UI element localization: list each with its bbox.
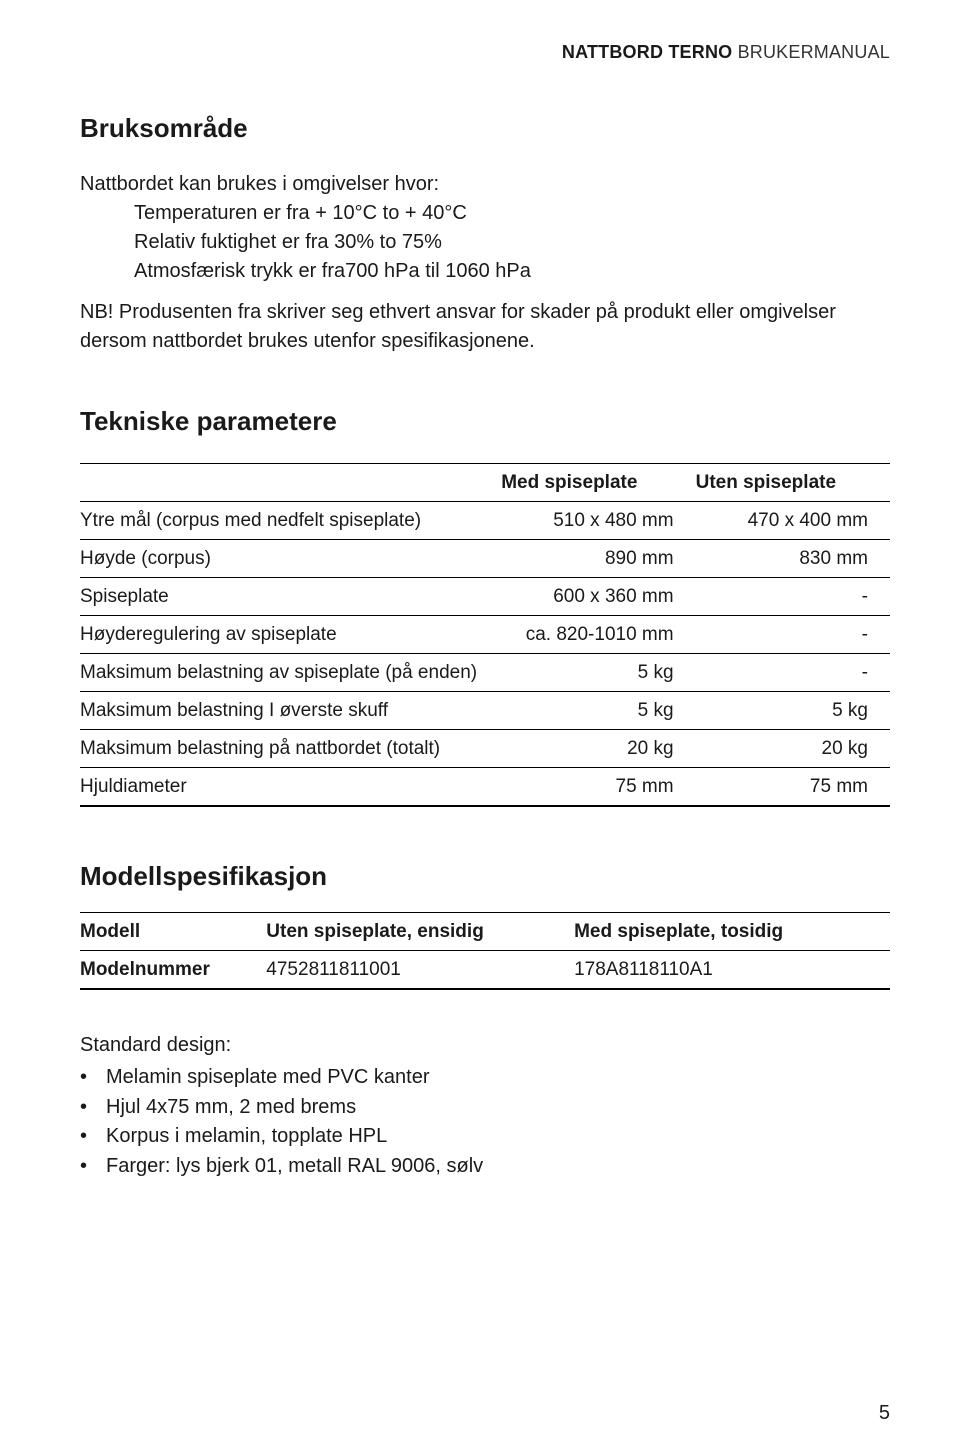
env-line: Relativ fuktighet er fra 30% to 75%: [80, 228, 890, 257]
cell: 75 mm: [501, 768, 695, 807]
cell: 470 x 400 mm: [696, 502, 890, 540]
cell: Maksimum belastning på nattbordet (total…: [80, 730, 501, 768]
cell: 5 kg: [501, 654, 695, 692]
cell: 20 kg: [501, 730, 695, 768]
cell: 178A8118110A1: [574, 951, 890, 990]
table-row: Maksimum belastning I øverste skuff5 kg5…: [80, 692, 890, 730]
cell: Modelnummer: [80, 951, 266, 990]
list-item: Korpus i melamin, topplate HPL: [80, 1122, 890, 1152]
table-row: Ytre mål (corpus med nedfelt spiseplate)…: [80, 502, 890, 540]
cell: Høyderegulering av spiseplate: [80, 616, 501, 654]
list-item: Farger: lys bjerk 01, metall RAL 9006, s…: [80, 1152, 890, 1182]
cell: 890 mm: [501, 540, 695, 578]
standard-design-title: Standard design:: [80, 1034, 890, 1057]
cell: Maksimum belastning I øverste skuff: [80, 692, 501, 730]
table-row: Maksimum belastning på nattbordet (total…: [80, 730, 890, 768]
table-row: Høyderegulering av spiseplateca. 820-101…: [80, 616, 890, 654]
intro-block: Nattbordet kan brukes i omgivelser hvor:…: [80, 170, 890, 286]
cell: 75 mm: [696, 768, 890, 807]
env-line: Temperaturen er fra + 10°C to + 40°C: [80, 199, 890, 228]
list-item: Melamin spiseplate med PVC kanter: [80, 1063, 890, 1093]
cell: 5 kg: [501, 692, 695, 730]
col-header: Med spiseplate, tosidig: [574, 913, 890, 951]
col-header: Med spiseplate: [501, 464, 695, 502]
cell: Spiseplate: [80, 578, 501, 616]
cell: -: [696, 654, 890, 692]
page-number: 5: [879, 1402, 890, 1425]
table-row: Maksimum belastning av spiseplate (på en…: [80, 654, 890, 692]
col-header: Modell: [80, 913, 266, 951]
cell: 830 mm: [696, 540, 890, 578]
running-head: NATTBORD TERNO BRUKERMANUAL: [80, 42, 890, 63]
cell: 5 kg: [696, 692, 890, 730]
cell: ca. 820-1010 mm: [501, 616, 695, 654]
note-text: NB! Produsenten fra skriver seg ethvert …: [80, 298, 890, 356]
table-row: Hjuldiameter75 mm75 mm: [80, 768, 890, 807]
section-title-bruksomrade: Bruksområde: [80, 113, 890, 144]
list-item: Hjul 4x75 mm, 2 med brems: [80, 1093, 890, 1123]
cell: Maksimum belastning av spiseplate (på en…: [80, 654, 501, 692]
models-table: Modell Uten spiseplate, ensidig Med spis…: [80, 912, 890, 990]
col-header: Uten spiseplate: [696, 464, 890, 502]
env-line: Atmosfærisk trykk er fra700 hPa til 1060…: [80, 257, 890, 286]
standard-design-list: Melamin spiseplate med PVC kanterHjul 4x…: [80, 1063, 890, 1181]
cell: 600 x 360 mm: [501, 578, 695, 616]
section-title-params: Tekniske parametere: [80, 406, 890, 437]
cell: 4752811811001: [266, 951, 574, 990]
header-product: NATTBORD TERNO: [562, 42, 732, 62]
params-table: Med spiseplate Uten spiseplate Ytre mål …: [80, 463, 890, 807]
section-title-model: Modellspesifikasjon: [80, 861, 890, 892]
table-row: Modelnummer 4752811811001 178A8118110A1: [80, 951, 890, 990]
cell: -: [696, 578, 890, 616]
col-header: [80, 464, 501, 502]
col-header: Uten spiseplate, ensidig: [266, 913, 574, 951]
intro-line: Nattbordet kan brukes i omgivelser hvor:: [80, 170, 890, 199]
header-doc: BRUKERMANUAL: [738, 42, 890, 62]
cell: Hjuldiameter: [80, 768, 501, 807]
cell: 510 x 480 mm: [501, 502, 695, 540]
cell: Ytre mål (corpus med nedfelt spiseplate): [80, 502, 501, 540]
params-tbody: Ytre mål (corpus med nedfelt spiseplate)…: [80, 502, 890, 807]
cell: -: [696, 616, 890, 654]
table-row: Høyde (corpus)890 mm830 mm: [80, 540, 890, 578]
cell: 20 kg: [696, 730, 890, 768]
table-row: Spiseplate600 x 360 mm-: [80, 578, 890, 616]
cell: Høyde (corpus): [80, 540, 501, 578]
